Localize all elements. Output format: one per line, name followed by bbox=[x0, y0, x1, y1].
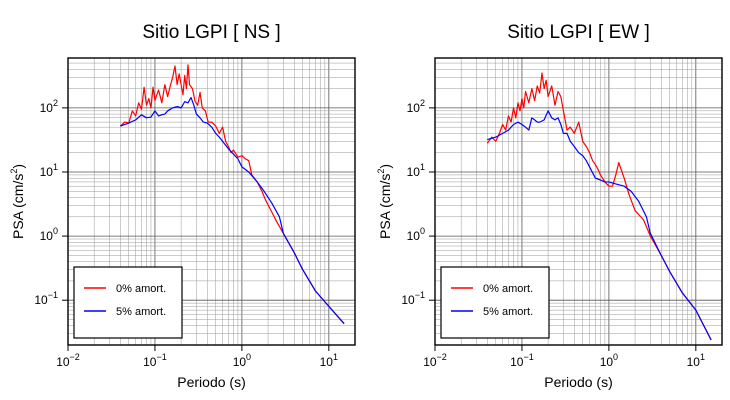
chart-title: Sitio LGPI [ NS ] bbox=[142, 22, 280, 43]
legend: 0% amort. 5% amort. bbox=[440, 266, 550, 339]
tick-base: 10 bbox=[56, 355, 70, 369]
tick-marks bbox=[62, 107, 330, 351]
tick-exponent: −1 bbox=[48, 290, 58, 300]
tick-base: 10 bbox=[407, 165, 421, 179]
x-axis-label: Periodo (s) bbox=[177, 374, 245, 390]
tick-base: 10 bbox=[510, 355, 524, 369]
tick-base: 10 bbox=[34, 293, 48, 307]
plot-frame bbox=[434, 57, 723, 346]
ylabel-tail: ) bbox=[10, 164, 26, 169]
y-tick-label: 100 bbox=[407, 226, 425, 243]
x-tick-label: 10−1 bbox=[510, 352, 534, 369]
legend-five-label: 5% amort. bbox=[116, 306, 166, 318]
tick-base: 10 bbox=[40, 165, 54, 179]
y-axis-label: PSA (cm/s2) bbox=[376, 164, 393, 239]
tick-base: 10 bbox=[40, 229, 54, 243]
y-tick-label: 101 bbox=[40, 162, 58, 179]
tick-base: 10 bbox=[401, 293, 415, 307]
x-tick-label: 10−2 bbox=[56, 352, 80, 369]
tick-exponent: 0 bbox=[53, 226, 58, 236]
x-tick-label: 101 bbox=[687, 352, 705, 369]
x-tick-label: 100 bbox=[233, 352, 251, 369]
tick-exponent: −2 bbox=[70, 352, 80, 362]
y-tick-label: 102 bbox=[40, 98, 58, 115]
y-tick-label: 10−1 bbox=[401, 290, 425, 307]
legend-zero-label: 0% amort. bbox=[116, 283, 166, 295]
tick-exponent: 0 bbox=[420, 226, 425, 236]
tick-exponent: 1 bbox=[333, 352, 338, 362]
tick-exponent: 2 bbox=[53, 98, 58, 108]
tick-base: 10 bbox=[40, 101, 54, 115]
tick-exponent: −1 bbox=[156, 352, 166, 362]
x-axis-label: Periodo (s) bbox=[544, 374, 612, 390]
series-line-0pct bbox=[486, 72, 712, 341]
chart-title: Sitio LGPI [ EW ] bbox=[507, 22, 650, 43]
legend-five-label: 5% amort. bbox=[483, 306, 533, 318]
plot-frame bbox=[67, 57, 356, 346]
ylabel-superscript: 2 bbox=[9, 169, 19, 174]
x-tick-label: 100 bbox=[600, 352, 618, 369]
y-axis-label: PSA (cm/s2) bbox=[9, 164, 26, 239]
tick-base: 10 bbox=[423, 355, 437, 369]
ylabel-superscript: 2 bbox=[376, 169, 386, 174]
tick-exponent: 1 bbox=[420, 162, 425, 172]
legend-box bbox=[73, 266, 183, 339]
tick-base: 10 bbox=[320, 355, 334, 369]
y-tick-label: 100 bbox=[40, 226, 58, 243]
y-tick-label: 10−1 bbox=[34, 290, 58, 307]
ylabel-main: PSA (cm/s bbox=[377, 174, 393, 239]
tick-base: 10 bbox=[233, 355, 247, 369]
tick-exponent: −2 bbox=[437, 352, 447, 362]
legend-box bbox=[440, 266, 550, 339]
tick-exponent: 2 bbox=[420, 98, 425, 108]
tick-base: 10 bbox=[407, 229, 421, 243]
grid bbox=[434, 57, 723, 346]
tick-exponent: −1 bbox=[523, 352, 533, 362]
tick-exponent: 0 bbox=[613, 352, 618, 362]
tick-base: 10 bbox=[407, 101, 421, 115]
legend-zero-label: 0% amort. bbox=[483, 283, 533, 295]
tick-base: 10 bbox=[600, 355, 614, 369]
tick-exponent: 0 bbox=[246, 352, 251, 362]
tick-marks bbox=[429, 107, 697, 351]
ylabel-main: PSA (cm/s bbox=[10, 174, 26, 239]
tick-base: 10 bbox=[143, 355, 157, 369]
x-tick-label: 101 bbox=[320, 352, 338, 369]
tick-base: 10 bbox=[687, 355, 701, 369]
y-tick-label: 101 bbox=[407, 162, 425, 179]
ylabel-tail: ) bbox=[377, 164, 393, 169]
tick-exponent: 1 bbox=[53, 162, 58, 172]
x-tick-label: 10−1 bbox=[143, 352, 167, 369]
grid bbox=[67, 57, 356, 346]
series-line-5pct bbox=[120, 96, 345, 325]
y-tick-label: 102 bbox=[407, 98, 425, 115]
tick-exponent: 1 bbox=[700, 352, 705, 362]
x-tick-label: 10−2 bbox=[423, 352, 447, 369]
series-line-5pct bbox=[487, 110, 712, 341]
legend: 0% amort. 5% amort. bbox=[73, 266, 183, 339]
tick-exponent: −1 bbox=[415, 290, 425, 300]
